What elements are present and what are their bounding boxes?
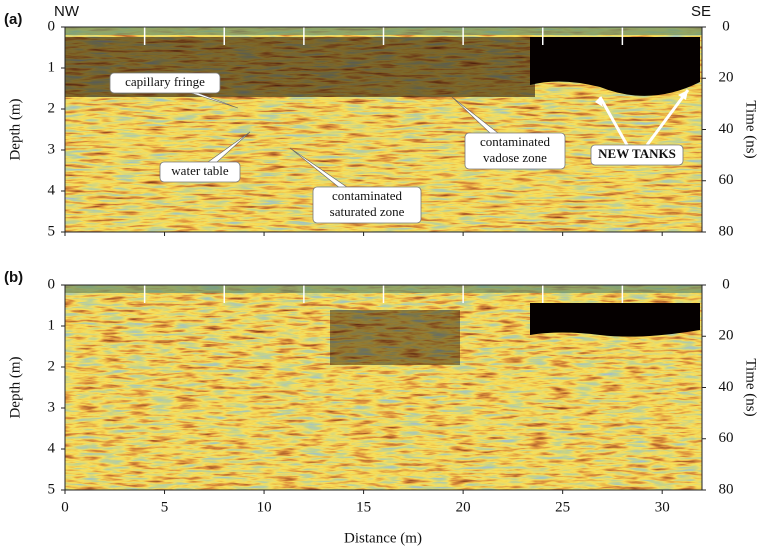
y2-tick-label: 80 [719,223,734,239]
callout-arrow [645,89,690,146]
x-tick-label: 30 [655,499,670,515]
x-tick-label: 0 [61,499,69,515]
panel-label: (b) [4,269,23,286]
annotation: NEW TANKS [598,146,676,161]
arrow-head [595,97,603,107]
x-tick-label: 25 [555,499,570,515]
y-tick-label: 2 [48,358,56,374]
arrow-head [678,90,688,100]
tank-zone [530,37,700,96]
y-tick-label: 5 [48,223,56,239]
y2-tick-label: 20 [719,70,734,86]
y-tick-label: 0 [48,18,56,34]
annotation: contaminated [480,134,551,149]
annotation: capillary fringe [125,74,205,89]
y2-tick-label: 40 [719,121,734,137]
y2-tick-label: 80 [719,481,734,497]
y2-tick-label: 20 [719,328,734,344]
annotation: contaminated [332,188,403,203]
callout-box [590,144,684,166]
y2-tick-label: 60 [719,430,734,446]
y2-tick-label: 0 [722,18,730,34]
annotation: saturated zone [330,204,405,219]
x-tick-label: 10 [257,499,272,515]
y2-tick-label: 0 [722,276,730,292]
y2-tick-label: 40 [719,379,734,395]
y2-axis-label: Time (ns) [743,100,759,158]
y-tick-label: 5 [48,481,56,497]
panel-label: (a) [4,11,22,28]
x-tick-label: 15 [356,499,371,515]
callout-box [464,132,566,170]
y-tick-label: 3 [48,399,56,415]
y-tick-label: 1 [48,59,56,75]
callout-box [312,186,422,224]
x-tick-label: 5 [161,499,169,515]
dark-zone [330,310,460,365]
y2-axis-label: Time (ns) [743,358,759,416]
y-tick-label: 2 [48,100,56,116]
callout-arrow [598,96,629,146]
y-axis-label: Depth (m) [7,356,23,418]
annotation: water table [171,163,229,178]
y-tick-label: 1 [48,317,56,333]
x-tick-label: 20 [456,499,471,515]
y-tick-label: 4 [48,182,56,198]
annotation: vadose zone [483,150,547,165]
y-axis-label: Depth (m) [7,98,23,160]
corner-label: SE [691,3,711,20]
y-tick-label: 0 [48,276,56,292]
callout-box [109,72,221,94]
y-tick-label: 4 [48,440,56,456]
y2-tick-label: 60 [719,172,734,188]
tank-zone [530,303,700,337]
y-tick-label: 3 [48,141,56,157]
x-axis-label: Distance (m) [344,530,422,546]
corner-label: NW [54,3,80,20]
callout-box [159,161,241,183]
